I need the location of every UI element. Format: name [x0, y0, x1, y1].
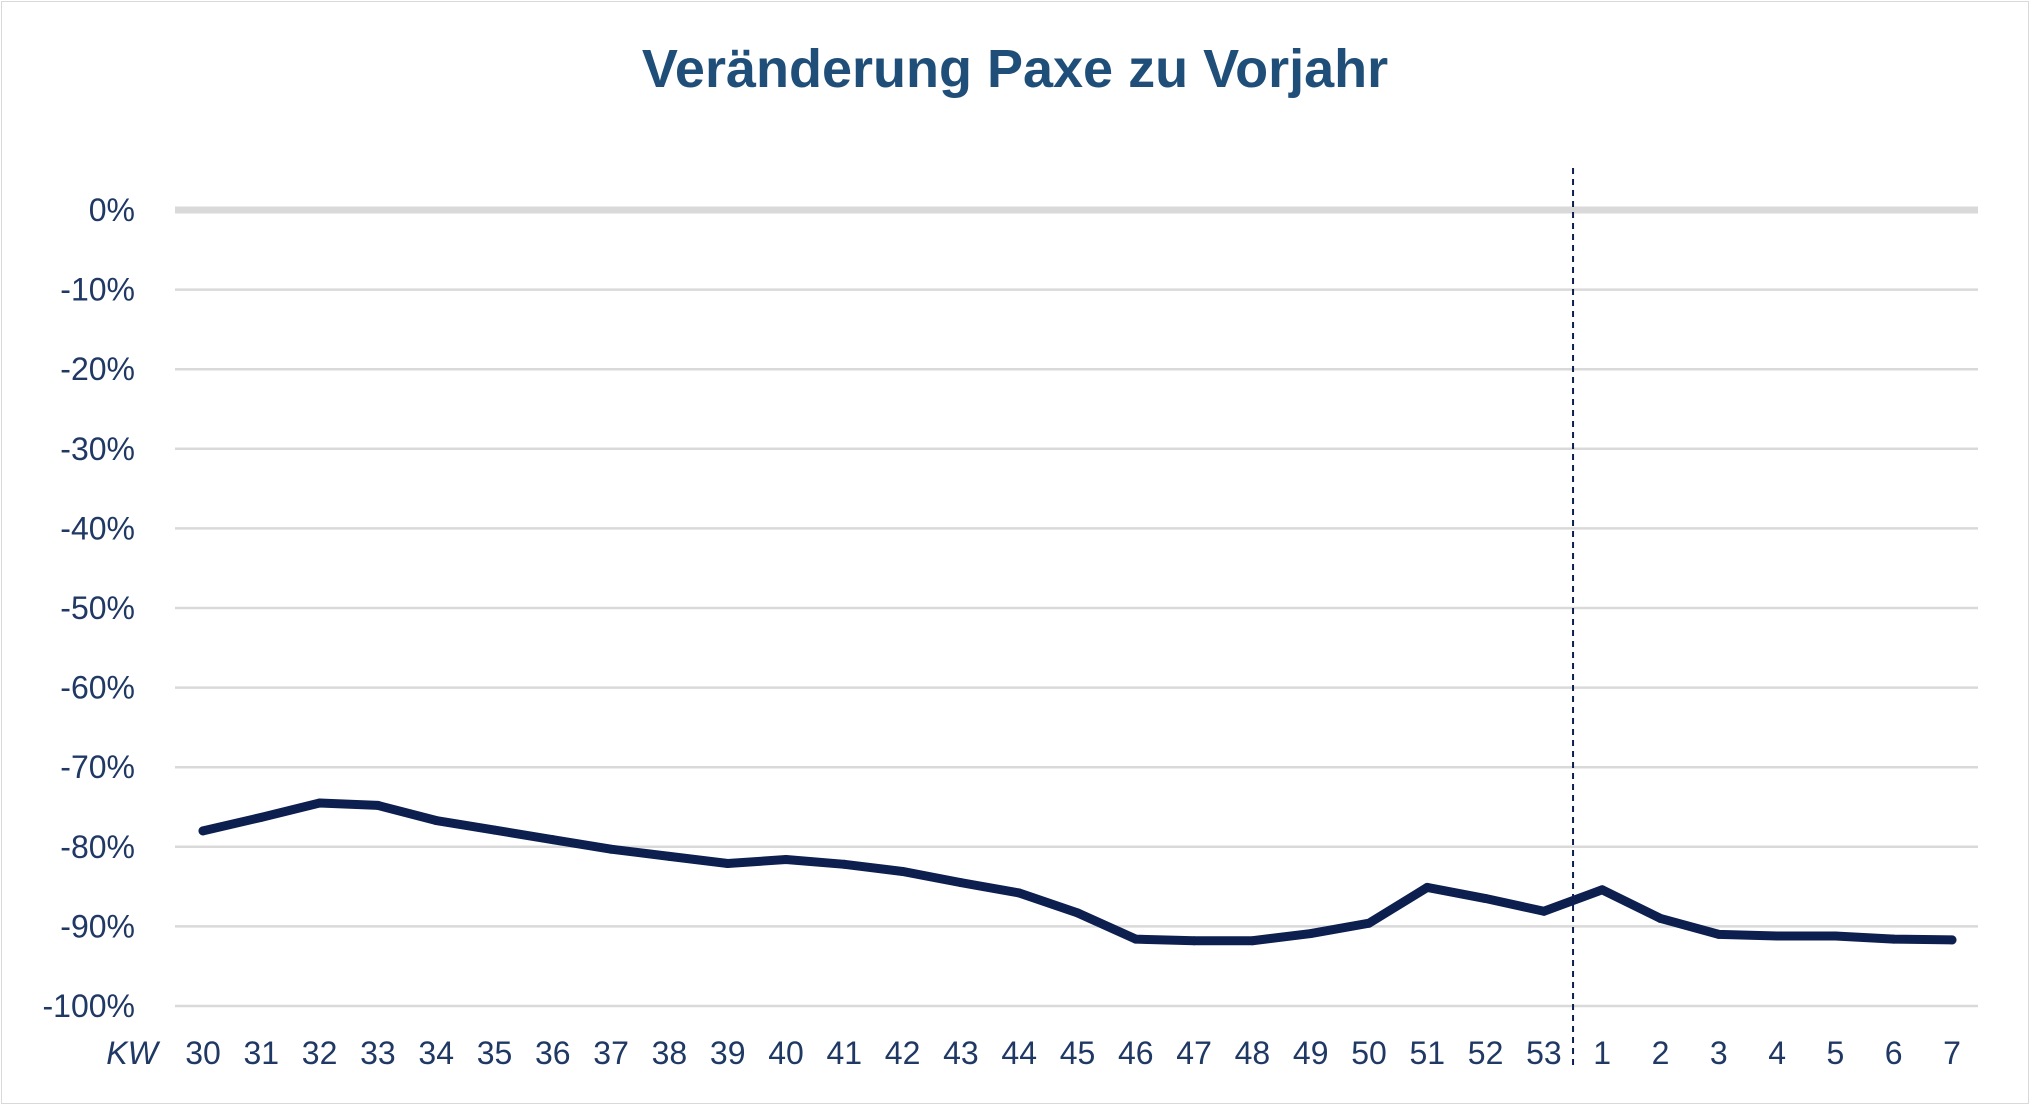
data-point: [1481, 894, 1491, 904]
data-point: [606, 844, 616, 854]
x-tick-label: 1: [1593, 1035, 1611, 1071]
y-tick-label: -40%: [60, 510, 135, 546]
y-tick-label: -60%: [60, 670, 135, 706]
x-tick-label: 50: [1351, 1035, 1387, 1071]
data-point: [1597, 885, 1607, 895]
chart-title: Veränderung Paxe zu Vorjahr: [641, 39, 1389, 99]
x-tick-label: 34: [418, 1035, 454, 1071]
x-tick-label: 7: [1943, 1035, 1961, 1071]
data-point: [839, 859, 849, 869]
y-tick-label: -20%: [60, 351, 135, 387]
data-point: [1073, 908, 1082, 918]
data-point: [1014, 888, 1024, 898]
series-layer: [198, 798, 1957, 946]
x-tick-label: 5: [1827, 1035, 1845, 1071]
y-tick-label: -30%: [60, 431, 135, 467]
data-point: [315, 798, 325, 808]
x-tick-label: 30: [185, 1035, 221, 1071]
data-point: [1189, 936, 1199, 946]
x-axis-label: KW: [106, 1035, 160, 1071]
data-point: [548, 835, 558, 845]
x-tick-label: 39: [710, 1035, 746, 1071]
x-tick-label: 35: [477, 1035, 513, 1071]
data-point: [490, 825, 499, 835]
data-point: [1422, 882, 1432, 892]
y-tick-label: -70%: [60, 749, 135, 785]
data-point: [781, 855, 791, 865]
data-point: [1247, 936, 1257, 946]
x-tick-label: 53: [1526, 1035, 1562, 1071]
data-point: [1306, 929, 1316, 939]
data-point: [1830, 931, 1840, 941]
x-tick-label: 47: [1176, 1035, 1212, 1071]
data-point: [1772, 931, 1782, 941]
x-tick-label: 52: [1468, 1035, 1504, 1071]
x-tick-label: 36: [535, 1035, 571, 1071]
data-point: [431, 816, 441, 826]
data-point: [1714, 929, 1724, 939]
y-tick-label: -50%: [60, 590, 135, 626]
y-tick-label: -100%: [43, 988, 136, 1024]
x-tick-label: 2: [1652, 1035, 1670, 1071]
x-tick-label: 33: [360, 1035, 396, 1071]
x-axis-ticks: 30 31 32 33 34 35 36 37 38 39 40 41 42 43 44 45 46 47 48 49…: [185, 1035, 1961, 1071]
y-tick-label: -80%: [60, 829, 135, 865]
data-point: [664, 851, 674, 861]
x-tick-label: 45: [1060, 1035, 1096, 1071]
data-point: [256, 812, 266, 822]
x-tick-label: 48: [1235, 1035, 1271, 1071]
x-tick-label: 46: [1118, 1035, 1154, 1071]
data-point: [198, 826, 208, 836]
y-tick-label: -90%: [60, 908, 135, 944]
x-tick-label: 38: [652, 1035, 688, 1071]
data-point: [1131, 934, 1141, 944]
grid-lines: [175, 206, 1978, 1008]
data-point: [1364, 918, 1374, 928]
data-point: [1947, 935, 1957, 945]
x-tick-label: 31: [244, 1035, 280, 1071]
x-tick-label: 42: [885, 1035, 921, 1071]
x-tick-label: 32: [302, 1035, 338, 1071]
data-point: [1539, 906, 1549, 916]
x-tick-label: 51: [1410, 1035, 1446, 1071]
x-tick-label: 44: [1001, 1035, 1037, 1071]
x-tick-label: 41: [827, 1035, 863, 1071]
x-tick-label: 40: [768, 1035, 804, 1071]
y-axis-ticks: 0% -10% -20% -30% -40% -50% -60% -70% -80% -90% -1…: [43, 192, 136, 1024]
series-line: [198, 798, 1957, 946]
data-point: [898, 866, 908, 876]
x-tick-label: 49: [1293, 1035, 1329, 1071]
data-point: [723, 859, 733, 869]
x-tick-label: 3: [1710, 1035, 1728, 1071]
x-tick-label: 4: [1768, 1035, 1786, 1071]
y-tick-label: 0%: [89, 192, 135, 228]
data-point: [956, 878, 966, 888]
data-point: [1889, 934, 1899, 944]
x-tick-label: 6: [1885, 1035, 1903, 1071]
y-tick-label: -10%: [60, 272, 135, 308]
data-point: [1656, 913, 1665, 923]
x-tick-label: 43: [943, 1035, 979, 1071]
data-point: [373, 800, 383, 810]
x-tick-label: 37: [593, 1035, 629, 1071]
